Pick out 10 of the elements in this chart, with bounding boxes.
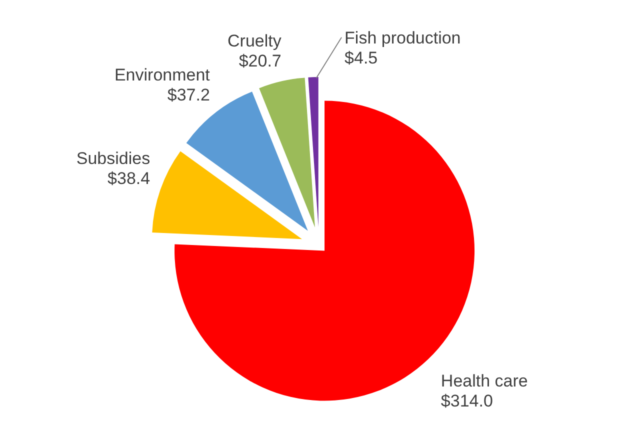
slice-label: Subsidies bbox=[76, 149, 150, 168]
data-label: $314.0 bbox=[440, 391, 493, 410]
slice-label: Environment bbox=[114, 66, 210, 85]
data-label: $37.2 bbox=[167, 86, 210, 105]
data-label: $20.7 bbox=[238, 52, 282, 71]
data-label: $38.4 bbox=[108, 169, 150, 188]
slice-label: Cruelty bbox=[228, 32, 282, 51]
slice-label: Health care bbox=[440, 371, 528, 390]
slice-label: Fish production bbox=[344, 28, 461, 48]
data-label: $4.5 bbox=[344, 48, 378, 68]
